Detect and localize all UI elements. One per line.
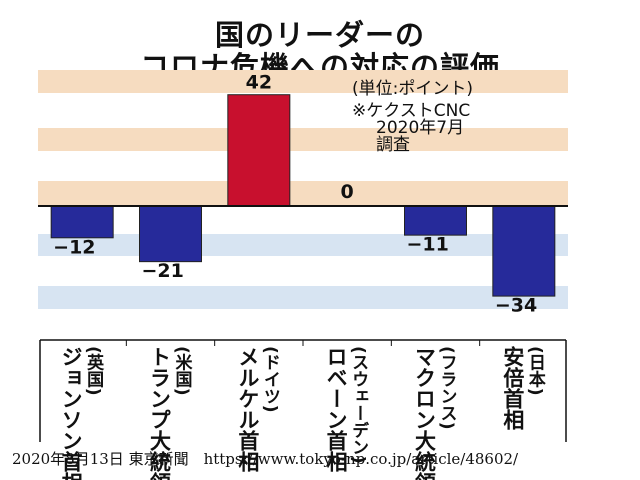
- bar-0: [50, 205, 114, 239]
- footer-citation: 2020年8月13日 東京新聞 https://www.tokyo-np.co.…: [12, 450, 519, 468]
- category-label-1-0: (米国): [172, 346, 193, 396]
- value-label-5: −34: [495, 295, 537, 317]
- category-label-0-0: (英国): [83, 346, 104, 396]
- bar-2: [227, 94, 291, 207]
- background-band-4: [38, 286, 568, 309]
- category-label-4-1: マクロン大統領: [413, 346, 437, 480]
- value-label-0: −12: [53, 236, 95, 258]
- chart-title-line1: 国のリーダーの: [214, 18, 425, 52]
- value-label-4: −11: [407, 234, 449, 256]
- background-band-2: [38, 181, 568, 206]
- bar-5: [492, 205, 556, 297]
- category-label-2-0: (ドイツ): [260, 346, 280, 413]
- category-label-5-1: 安倍首相: [501, 345, 525, 430]
- background-band-3: [38, 234, 568, 256]
- category-label-3-1: ロベーン首相: [324, 346, 348, 472]
- background-band-1: [38, 128, 568, 151]
- category-label-5-0: (日本): [525, 346, 546, 396]
- unit-note: (単位:ポイント): [352, 79, 473, 99]
- value-label-3: 0: [341, 181, 354, 203]
- background-band-0: [38, 70, 568, 93]
- category-label-1-1: トランプ大統領: [148, 346, 172, 480]
- source-note-line2: 2020年7月: [376, 118, 465, 138]
- source-note-line3: 調査: [376, 135, 410, 155]
- bar-4: [404, 205, 467, 236]
- category-label-4-0: (フランス): [437, 346, 457, 430]
- value-label-2: 42: [246, 72, 272, 94]
- category-label-0-1: ジョンソン首相: [59, 346, 83, 480]
- bar-1: [139, 205, 202, 263]
- category-label-3-0: (スウェーデン): [348, 346, 368, 464]
- category-label-2-1: メルケル首相: [236, 346, 260, 472]
- source-note-line1: ※ケクストCNC: [352, 101, 471, 121]
- value-label-1: −21: [142, 260, 184, 282]
